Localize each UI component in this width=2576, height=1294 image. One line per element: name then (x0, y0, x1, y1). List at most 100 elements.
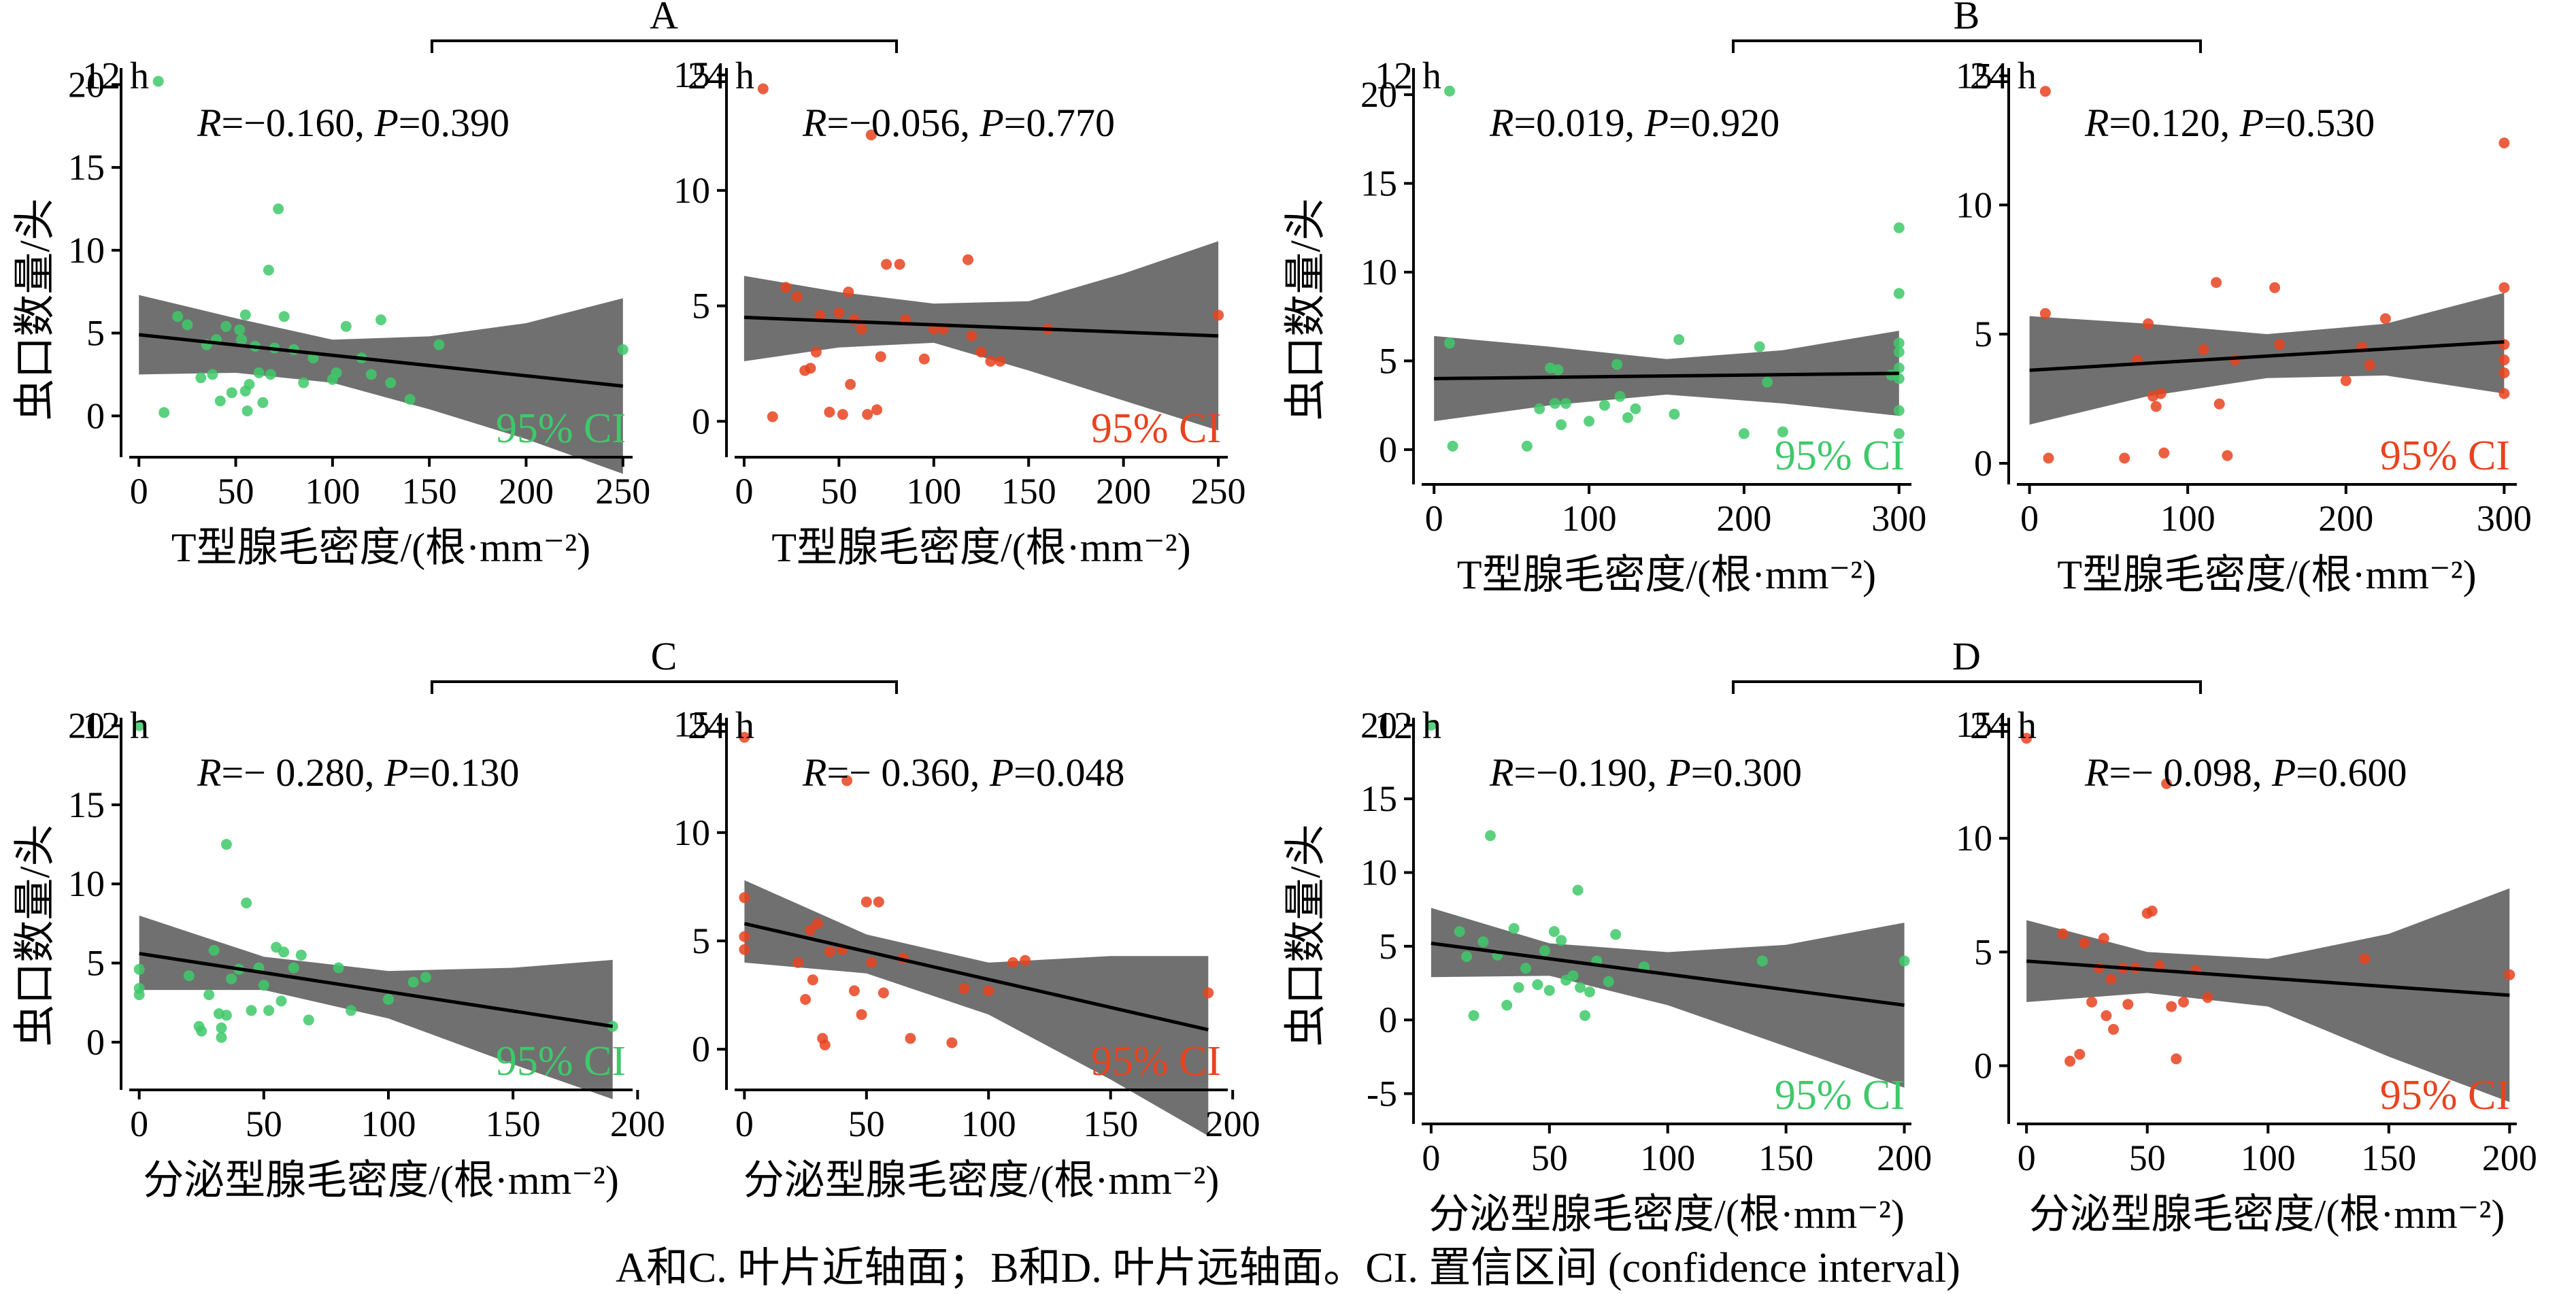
data-point (182, 319, 193, 331)
y-tick-label: 20 (68, 64, 105, 105)
data-point (1579, 1010, 1590, 1021)
data-point (865, 129, 877, 141)
data-point (739, 892, 750, 903)
y-tick-label: 10 (673, 812, 710, 853)
stat-value: =0.530 (2264, 101, 2375, 145)
fit-line (743, 922, 1209, 1032)
data-point (273, 203, 284, 214)
stat-value: =0.920 (1669, 101, 1779, 145)
stat-value: =0.048 (1014, 750, 1124, 795)
fit-line (1431, 942, 1905, 1007)
data-point (241, 405, 253, 416)
data-point (340, 320, 352, 332)
data-point (278, 311, 290, 322)
data-point (873, 896, 884, 908)
stat-text: R=−0.056, P=0.770 (802, 101, 1115, 145)
data-point (1572, 884, 1584, 896)
y-tick-label: 10 (68, 230, 105, 271)
data-point (2105, 974, 2117, 985)
data-point (856, 1009, 867, 1021)
data-point (1893, 222, 1905, 233)
data-point (1549, 398, 1560, 409)
data-point (843, 286, 854, 298)
figure-caption: A和C. 叶片近轴面；B和D. 叶片远轴面。CI. 置信区间 (confiden… (616, 1245, 1960, 1291)
data-point (1444, 85, 1455, 97)
data-point (263, 1005, 275, 1016)
x-tick-label: 300 (2477, 498, 2532, 539)
stat-symbol: P (979, 101, 1003, 145)
data-point (208, 944, 220, 956)
data-point (241, 897, 252, 909)
data-point (2119, 452, 2130, 464)
data-point (1622, 412, 1633, 423)
data-point (812, 918, 823, 929)
y-tick-label: 15 (68, 784, 105, 825)
data-point (1508, 923, 1520, 934)
data-point (860, 896, 872, 908)
x-tick-label: 50 (246, 1104, 282, 1144)
stat-value: =−0.190, (1513, 750, 1667, 795)
y-tick-label: 15 (673, 704, 710, 745)
data-point (837, 409, 848, 420)
x-tick-label: 200 (2482, 1138, 2537, 1178)
panel-d-12h: 0 50 100 150 200 -5 0 5 10 15 20 分泌型腺毛密度/(根·mm⁻²) 12… (1360, 705, 1932, 1237)
panel-a-24h: 0 50 100 150 200 250 0 5 10 15 T型腺毛密度/(根·mm⁻²) 24 h… (673, 54, 1246, 570)
data-point (1501, 999, 1513, 1011)
data-point (856, 323, 867, 335)
data-point (1539, 945, 1550, 957)
data-point (216, 1022, 227, 1033)
data-point (226, 387, 237, 399)
stat-symbol: P (1666, 750, 1690, 795)
stat-symbol: P (1644, 101, 1669, 145)
x-axis-title: T型腺毛密度/(根·mm⁻²) (771, 525, 1190, 570)
data-point (805, 363, 816, 374)
x-tick-label: 250 (595, 471, 650, 512)
data-point (220, 320, 232, 332)
data-point (375, 314, 386, 326)
data-point (810, 346, 822, 358)
data-point (257, 397, 269, 408)
x-tick-label: 150 (1001, 471, 1056, 512)
stat-text: R=−0.190, P=0.300 (1489, 750, 1802, 795)
stat-value: =−0.160, (221, 101, 374, 145)
data-point (2274, 339, 2286, 350)
stat-text: R=−0.160, P=0.390 (197, 101, 509, 145)
data-point (1556, 419, 1567, 431)
y-tick-label: 15 (1360, 778, 1397, 819)
data-point (220, 839, 232, 850)
data-point (203, 989, 215, 1001)
fit-line (1434, 371, 1899, 381)
stat-text: R=− 0.360, P=0.048 (802, 750, 1125, 795)
data-point (2098, 933, 2109, 944)
data-point (1534, 403, 1545, 414)
y-tick-label: 0 (692, 401, 710, 442)
data-point (1007, 957, 1019, 968)
data-point (1777, 426, 1788, 437)
data-point (2498, 388, 2510, 399)
data-point (1584, 986, 1595, 997)
x-tick-label: 100 (906, 471, 961, 512)
data-point (196, 1025, 207, 1037)
stat-symbol: R (802, 101, 826, 145)
data-point (875, 351, 886, 363)
group-label: A (650, 0, 678, 37)
data-point (1521, 440, 1533, 452)
data-point (866, 957, 877, 968)
data-point (985, 356, 997, 367)
data-point (848, 985, 860, 997)
stat-value: =0.600 (2296, 750, 2407, 795)
data-point (881, 259, 892, 270)
data-point (2108, 1024, 2119, 1035)
x-axis-title: T型腺毛密度/(根·mm⁻²) (171, 525, 590, 570)
data-point (2222, 450, 2233, 461)
y-tick-label: 10 (673, 170, 710, 211)
data-point (1893, 346, 1905, 358)
x-tick-label: 0 (735, 471, 753, 512)
stat-symbol: R (2084, 101, 2109, 145)
confidence-band (139, 915, 613, 1099)
y-tick-label: 5 (86, 313, 105, 354)
x-tick-label: 200 (1205, 1104, 1260, 1144)
y-tick-label: 0 (86, 395, 105, 436)
x-axis-title: T型腺毛密度/(根·mm⁻²) (2057, 552, 2476, 597)
